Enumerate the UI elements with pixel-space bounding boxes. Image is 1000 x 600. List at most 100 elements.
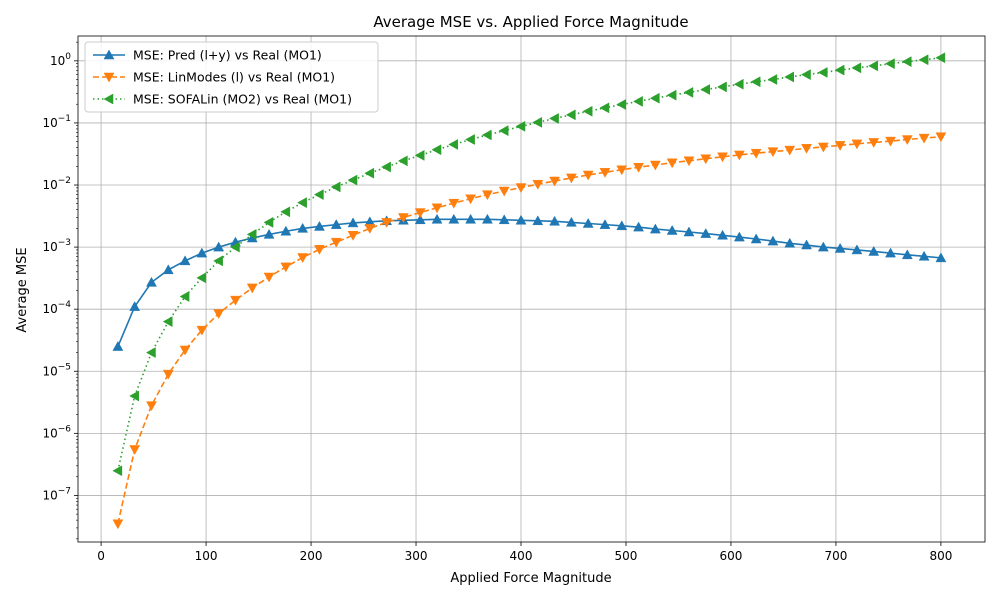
- data-point: [717, 152, 728, 163]
- data-point: [649, 92, 660, 104]
- data-point: [347, 174, 358, 186]
- data-point: [381, 161, 391, 173]
- data-point: [851, 62, 862, 74]
- data-point: [465, 194, 477, 205]
- data-point: [263, 272, 275, 283]
- data-point: [314, 220, 325, 231]
- data-point: [347, 217, 359, 228]
- data-point: [851, 244, 863, 255]
- data-point: [599, 219, 611, 229]
- data-point: [313, 189, 324, 201]
- x-axis-label: Applied Force Magnitude: [450, 571, 611, 586]
- data-point: [801, 69, 811, 81]
- y-tick-label: 10−7: [42, 486, 71, 502]
- legend-label: MSE: LinModes (l) vs Real (MO1): [133, 70, 335, 85]
- data-point: [364, 224, 376, 234]
- data-point: [515, 183, 527, 194]
- data-point: [532, 116, 543, 128]
- data-point: [901, 249, 913, 260]
- legend-item: MSE: SOFALin (MO2) vs Real (MO1): [93, 92, 352, 107]
- data-point: [347, 231, 359, 241]
- data-point: [901, 56, 912, 68]
- data-point: [767, 74, 778, 85]
- legend-box: [84, 41, 379, 113]
- data-point: [263, 216, 274, 228]
- data-point: [582, 105, 593, 117]
- data-point: [112, 519, 124, 530]
- data-point: [263, 228, 275, 239]
- data-point: [683, 86, 694, 98]
- data-point: [448, 213, 460, 224]
- data-point: [582, 170, 594, 181]
- data-point: [162, 316, 173, 328]
- y-tick-label: 10−6: [42, 424, 71, 440]
- series-layer: [112, 52, 947, 530]
- legend-item: MSE: LinModes (l) vs Real (MO1): [93, 70, 335, 85]
- data-point: [649, 160, 661, 171]
- data-point: [700, 84, 711, 95]
- data-point: [314, 245, 325, 255]
- data-point: [465, 213, 477, 224]
- x-tick-label: 300: [405, 549, 428, 563]
- data-point: [179, 345, 191, 356]
- data-point: [885, 136, 896, 147]
- data-point: [549, 176, 561, 187]
- data-point: [179, 255, 191, 266]
- data-point: [280, 225, 292, 236]
- data-point: [599, 168, 611, 178]
- data-point: [213, 309, 225, 320]
- x-tick-label: 700: [824, 549, 847, 563]
- data-point: [515, 120, 526, 132]
- data-point: [179, 291, 190, 302]
- data-point: [733, 150, 745, 161]
- x-tick-label: 0: [97, 549, 105, 563]
- data-point: [649, 223, 661, 234]
- data-point: [767, 147, 779, 158]
- legend-marker: [103, 49, 115, 60]
- data-point: [817, 142, 829, 153]
- data-point: [834, 141, 846, 151]
- x-tick-label: 600: [720, 549, 743, 563]
- data-point: [868, 138, 880, 148]
- data-point: [414, 208, 426, 219]
- y-tick-label: 100: [50, 52, 71, 68]
- legend-label: MSE: SOFALin (MO2) vs Real (MO1): [133, 92, 352, 107]
- data-point: [885, 58, 895, 70]
- data-point: [901, 135, 913, 146]
- x-tick-label: 500: [615, 549, 638, 563]
- y-axis-label: Average MSE: [15, 247, 30, 332]
- data-point: [700, 154, 712, 165]
- data-point: [297, 222, 309, 233]
- x-tick-label: 100: [195, 549, 218, 563]
- data-point: [784, 145, 796, 156]
- data-point: [498, 186, 510, 197]
- data-point: [481, 129, 492, 141]
- data-point: [213, 255, 223, 267]
- data-point: [733, 78, 744, 90]
- legend: MSE: Pred (l+y) vs Real (MO1) MSE: LinMod…: [84, 41, 379, 113]
- data-point: [162, 264, 174, 275]
- data-point: [431, 144, 442, 156]
- data-point: [112, 341, 124, 351]
- data-point: [330, 219, 342, 229]
- data-point: [666, 158, 678, 169]
- data-point: [297, 197, 307, 209]
- plot-frame: [77, 35, 986, 543]
- data-point: [145, 347, 156, 358]
- data-point: [767, 235, 779, 246]
- data-point: [784, 237, 796, 248]
- data-point: [129, 445, 141, 455]
- y-tick-label: 10−3: [42, 238, 71, 254]
- data-point: [565, 173, 577, 184]
- legend-item: MSE: Pred (l+y) vs Real (MO1): [93, 48, 322, 63]
- data-point: [196, 272, 207, 284]
- data-point: [448, 139, 459, 150]
- data-point: [633, 95, 643, 107]
- legend-marker: [103, 93, 114, 105]
- data-point: [398, 213, 409, 223]
- data-point: [498, 125, 509, 137]
- data-point: [633, 221, 645, 232]
- data-point: [599, 102, 610, 114]
- data-point: [683, 226, 695, 237]
- data-point: [868, 245, 880, 256]
